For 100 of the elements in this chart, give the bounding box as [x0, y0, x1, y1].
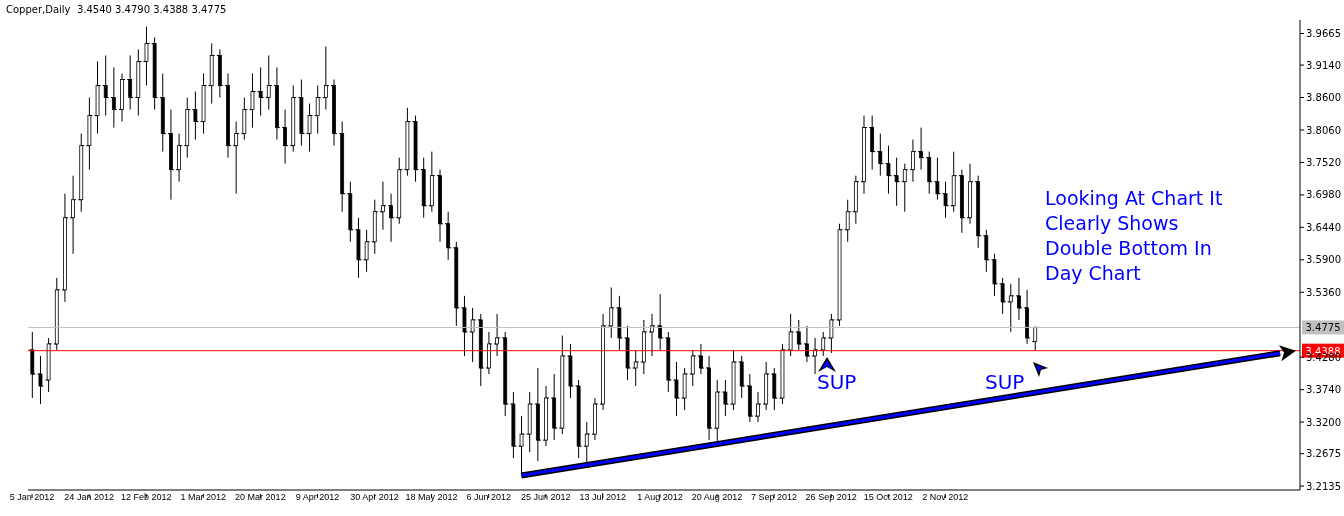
- candlestick: [487, 331, 491, 375]
- candlestick: [853, 175, 858, 225]
- x-tick-label: 5 Jan 2012: [9, 492, 55, 503]
- candlestick: [446, 211, 451, 261]
- candlestick: [103, 54, 108, 117]
- candlestick: [1017, 277, 1021, 321]
- x-tick-label: 20 Aug 2012: [691, 492, 743, 503]
- candlestick: [120, 72, 124, 123]
- candlestick: [71, 175, 75, 255]
- candlestick: [927, 151, 932, 195]
- x-tick-label: 13 Jul 2012: [579, 492, 627, 503]
- candlestick: [372, 199, 377, 255]
- candlestick: [1025, 289, 1029, 345]
- candlestick: [911, 139, 915, 183]
- candlestick: [307, 103, 312, 153]
- candlestick: [193, 91, 198, 141]
- candlestick: [527, 391, 532, 453]
- candlestick: [552, 373, 557, 441]
- candlestick: [805, 325, 809, 363]
- candlestick: [764, 361, 769, 411]
- candlestick: [275, 66, 279, 141]
- y-tick-label: 3.8600: [1306, 92, 1341, 104]
- candlestick: [878, 133, 883, 177]
- y-tick-label: 3.2675: [1306, 448, 1341, 460]
- candlestick: [54, 277, 59, 351]
- candlestick: [658, 293, 663, 351]
- candlestick: [674, 361, 679, 417]
- candlestick: [38, 355, 43, 405]
- candlestick: [364, 229, 369, 273]
- x-tick-label: 25 Jun 2012: [520, 492, 571, 503]
- candlestick: [576, 379, 581, 459]
- candlestick: [495, 313, 499, 357]
- candlestick: [389, 193, 393, 243]
- candlestick: [951, 151, 956, 213]
- candlestick: [454, 241, 459, 327]
- y-tick-label: 3.8060: [1306, 124, 1341, 136]
- candlestick: [63, 193, 67, 303]
- candlestick: [478, 313, 483, 387]
- candlestick: [641, 319, 646, 375]
- candlestick: [902, 163, 907, 213]
- candlestick: [609, 286, 614, 339]
- candlestick: [568, 343, 573, 399]
- candlestick: [625, 325, 630, 381]
- candlestick: [723, 379, 728, 417]
- candlestick: [266, 54, 271, 111]
- candlestick: [429, 151, 434, 213]
- candlestick: [633, 349, 638, 387]
- candlestick: [1033, 326, 1038, 352]
- candlestick: [226, 72, 230, 159]
- candlestick: [258, 66, 263, 117]
- candlestick: [666, 331, 671, 393]
- candlestick: [144, 26, 149, 87]
- candlestick: [421, 157, 426, 219]
- candlestick: [731, 349, 736, 411]
- candlestick: [699, 343, 703, 375]
- candlestick: [919, 127, 923, 171]
- candlestick: [95, 60, 100, 135]
- x-tick-label: 26 Sep 2012: [805, 492, 857, 503]
- candlestick: [209, 42, 214, 105]
- y-tick-label: 3.6980: [1306, 189, 1341, 201]
- candlestick: [984, 229, 989, 273]
- candlestick: [30, 331, 35, 399]
- candlestick: [111, 66, 116, 129]
- candlestick: [217, 48, 222, 99]
- candlestick: [356, 217, 361, 279]
- candlestick: [185, 97, 190, 159]
- candlestick: [886, 145, 891, 195]
- candlestick: [788, 313, 793, 357]
- x-tick-label: 18 May 2012: [405, 492, 458, 503]
- candlestick: [250, 72, 255, 129]
- candlestick: [234, 121, 239, 195]
- candlestick: [560, 335, 565, 435]
- candlestick: [1008, 283, 1013, 333]
- candlestick: [332, 79, 336, 147]
- candlestick: [772, 367, 777, 411]
- candlestick: [315, 85, 320, 135]
- candlestick: [87, 97, 92, 171]
- candlestick: [535, 367, 540, 462]
- candlestick: [340, 121, 345, 213]
- candlestick: [601, 313, 605, 411]
- annotation: SUP: [817, 370, 857, 394]
- candlestick: [690, 349, 695, 387]
- candlestick: [503, 331, 508, 417]
- candlestick: [201, 72, 206, 135]
- candlestick: [177, 133, 181, 183]
- candlestick: [462, 295, 467, 357]
- y-tick-label: 3.5900: [1306, 254, 1341, 266]
- candlestick: [870, 115, 875, 171]
- y-tick-label: 3.2135: [1306, 480, 1341, 492]
- candlestick: [992, 253, 997, 297]
- candlestick: [413, 115, 418, 183]
- y-tick-label: 3.9140: [1306, 59, 1341, 71]
- candlestick: [299, 79, 304, 147]
- candlestick: [46, 337, 51, 393]
- candlestick: [152, 36, 157, 111]
- candlestick: [617, 295, 622, 351]
- candlestick: [862, 115, 866, 195]
- x-tick-label: 1 Aug 2012: [637, 492, 683, 503]
- candlestick: [682, 367, 687, 411]
- x-tick-label: 15 Oct 2012: [863, 492, 913, 503]
